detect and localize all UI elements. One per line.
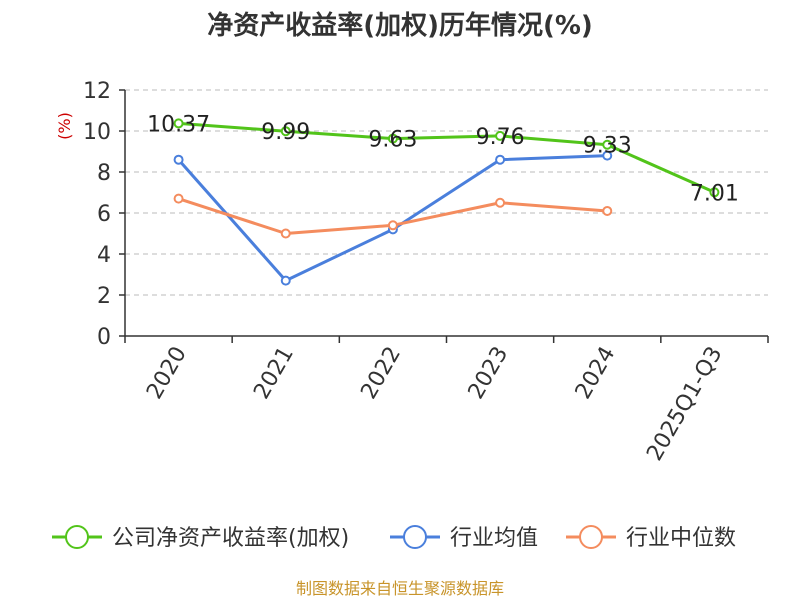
data-label: 7.01 (690, 181, 739, 206)
y-axis-unit-label: (%) (55, 112, 74, 140)
x-tick-label: 2023 (464, 343, 514, 404)
y-tick-label: 0 (97, 325, 111, 350)
legend-marker (403, 525, 427, 549)
series-point (602, 139, 613, 150)
y-tick-label: 10 (83, 120, 111, 145)
data-source-caption: 制图数据来自恒生聚源数据库 (296, 579, 504, 598)
series-point (495, 197, 506, 208)
legend-item-2[interactable]: 行业中位数 (566, 525, 736, 551)
series-lines (173, 118, 720, 286)
legend-label: 公司净资产收益率(加权) (112, 526, 349, 551)
legend-label: 行业均值 (450, 526, 538, 551)
x-tick-label: 2021 (249, 343, 299, 404)
x-tick-label: 2020 (142, 343, 192, 404)
chart-title: 净资产收益率(加权)历年情况(%) (207, 10, 593, 41)
data-label: 9.33 (583, 134, 632, 159)
series-point (387, 133, 398, 144)
series-line-0 (178, 121, 716, 194)
y-tick-label: 12 (83, 79, 111, 104)
series-point (495, 130, 506, 141)
data-label: 9.63 (368, 128, 417, 153)
x-tick-label: 2025Q1-Q3 (642, 343, 727, 466)
series-point (602, 205, 613, 216)
series-point (602, 150, 613, 161)
series-point (280, 126, 291, 137)
legend-marker (579, 525, 603, 549)
legend-marker (65, 525, 89, 549)
data-label: 9.99 (261, 120, 310, 145)
series-point (173, 118, 184, 129)
series-point (387, 220, 398, 231)
y-tick-label: 2 (97, 284, 111, 309)
grid-lines (125, 89, 768, 296)
x-tick-label: 2022 (356, 343, 406, 404)
series-point (495, 154, 506, 165)
data-label: 9.76 (476, 125, 525, 150)
legend-label: 行业中位数 (626, 526, 736, 551)
series-point (709, 187, 720, 198)
data-labels: 10.37 9.99 9.63 9.76 9.33 7.01 (147, 112, 739, 206)
series-point (173, 154, 184, 165)
legend: 公司净资产收益率(加权) 行业均值 行业中位数 (52, 525, 736, 551)
x-tick-label: 2024 (571, 343, 621, 404)
series-point (173, 193, 184, 204)
legend-item-1[interactable]: 行业均值 (390, 525, 538, 551)
series-point (280, 228, 291, 239)
y-tick-label: 8 (97, 161, 111, 186)
y-tick-label: 4 (97, 243, 111, 268)
data-label: 10.37 (147, 112, 210, 137)
legend-item-0[interactable]: 公司净资产收益率(加权) (52, 525, 349, 551)
series-point (280, 275, 291, 286)
y-tick-label: 6 (97, 202, 111, 227)
